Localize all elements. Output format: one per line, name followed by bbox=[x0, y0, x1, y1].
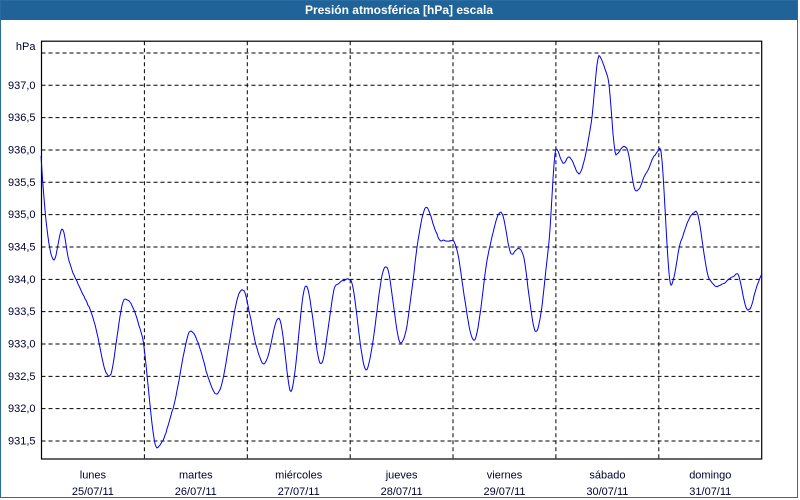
svg-text:jueves: jueves bbox=[385, 470, 418, 482]
svg-text:27/07/11: 27/07/11 bbox=[278, 486, 320, 498]
svg-text:28/07/11: 28/07/11 bbox=[381, 486, 423, 498]
svg-text:935,0: 935,0 bbox=[8, 209, 36, 221]
svg-text:936,5: 936,5 bbox=[8, 112, 36, 124]
svg-text:29/07/11: 29/07/11 bbox=[483, 486, 525, 498]
svg-text:933,0: 933,0 bbox=[8, 339, 36, 351]
svg-text:937,0: 937,0 bbox=[8, 80, 36, 92]
svg-text:25/07/11: 25/07/11 bbox=[72, 486, 114, 498]
svg-text:26/07/11: 26/07/11 bbox=[175, 486, 217, 498]
svg-text:30/07/11: 30/07/11 bbox=[586, 486, 628, 498]
svg-text:935,5: 935,5 bbox=[8, 177, 36, 189]
svg-text:miércoles: miércoles bbox=[275, 470, 323, 482]
svg-text:hPa: hPa bbox=[16, 41, 36, 53]
svg-text:934,5: 934,5 bbox=[8, 241, 36, 253]
svg-text:martes: martes bbox=[179, 470, 213, 482]
svg-text:932,5: 932,5 bbox=[8, 371, 36, 383]
svg-text:932,0: 932,0 bbox=[8, 403, 36, 415]
svg-text:934,0: 934,0 bbox=[8, 274, 36, 286]
svg-text:domingo: domingo bbox=[689, 470, 731, 482]
svg-text:lunes: lunes bbox=[80, 470, 107, 482]
svg-text:viernes: viernes bbox=[487, 470, 523, 482]
svg-text:sábado: sábado bbox=[589, 470, 625, 482]
svg-text:31/07/11: 31/07/11 bbox=[689, 486, 731, 498]
svg-text:933,5: 933,5 bbox=[8, 306, 36, 318]
svg-text:936,0: 936,0 bbox=[8, 144, 36, 156]
svg-text:931,5: 931,5 bbox=[8, 436, 36, 448]
